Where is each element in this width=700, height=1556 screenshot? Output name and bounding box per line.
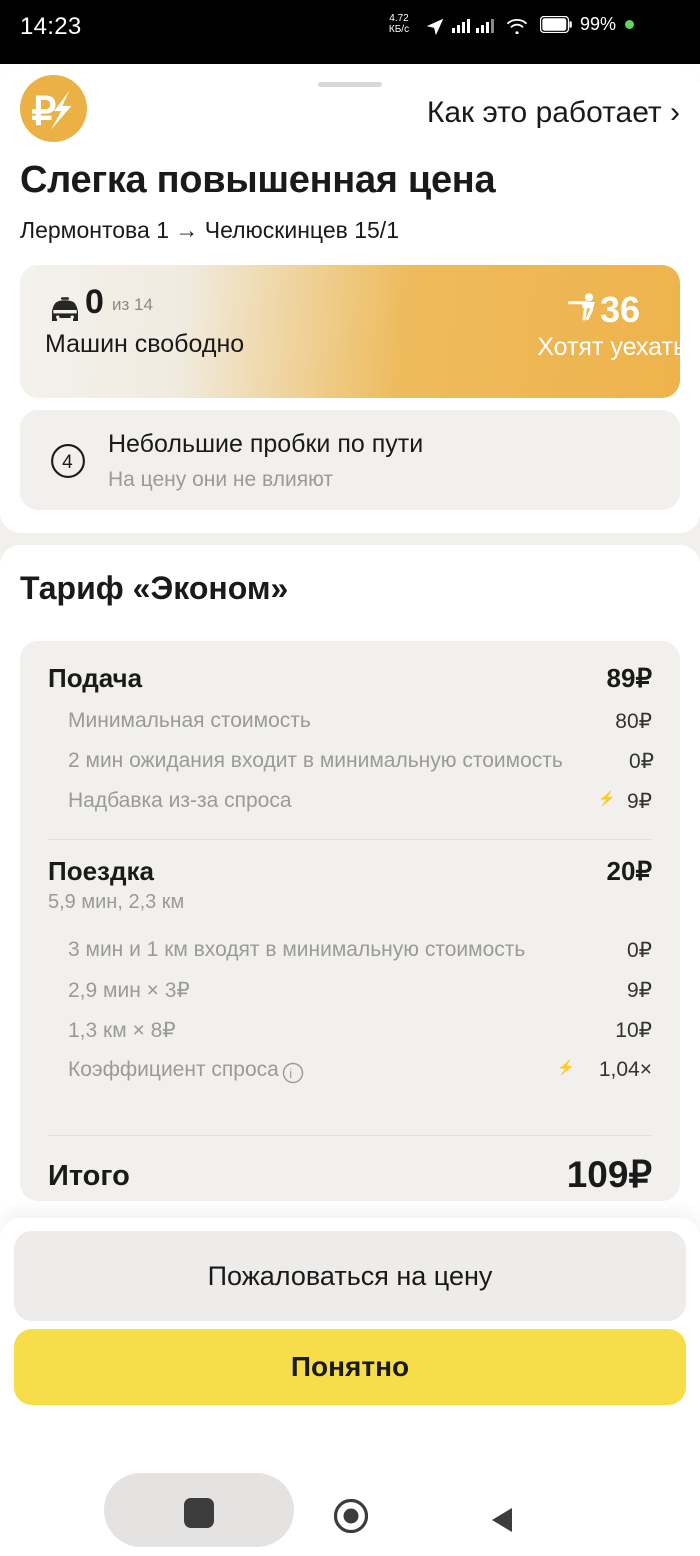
svg-text:i: i xyxy=(289,1066,292,1081)
svg-text:4: 4 xyxy=(62,452,73,473)
